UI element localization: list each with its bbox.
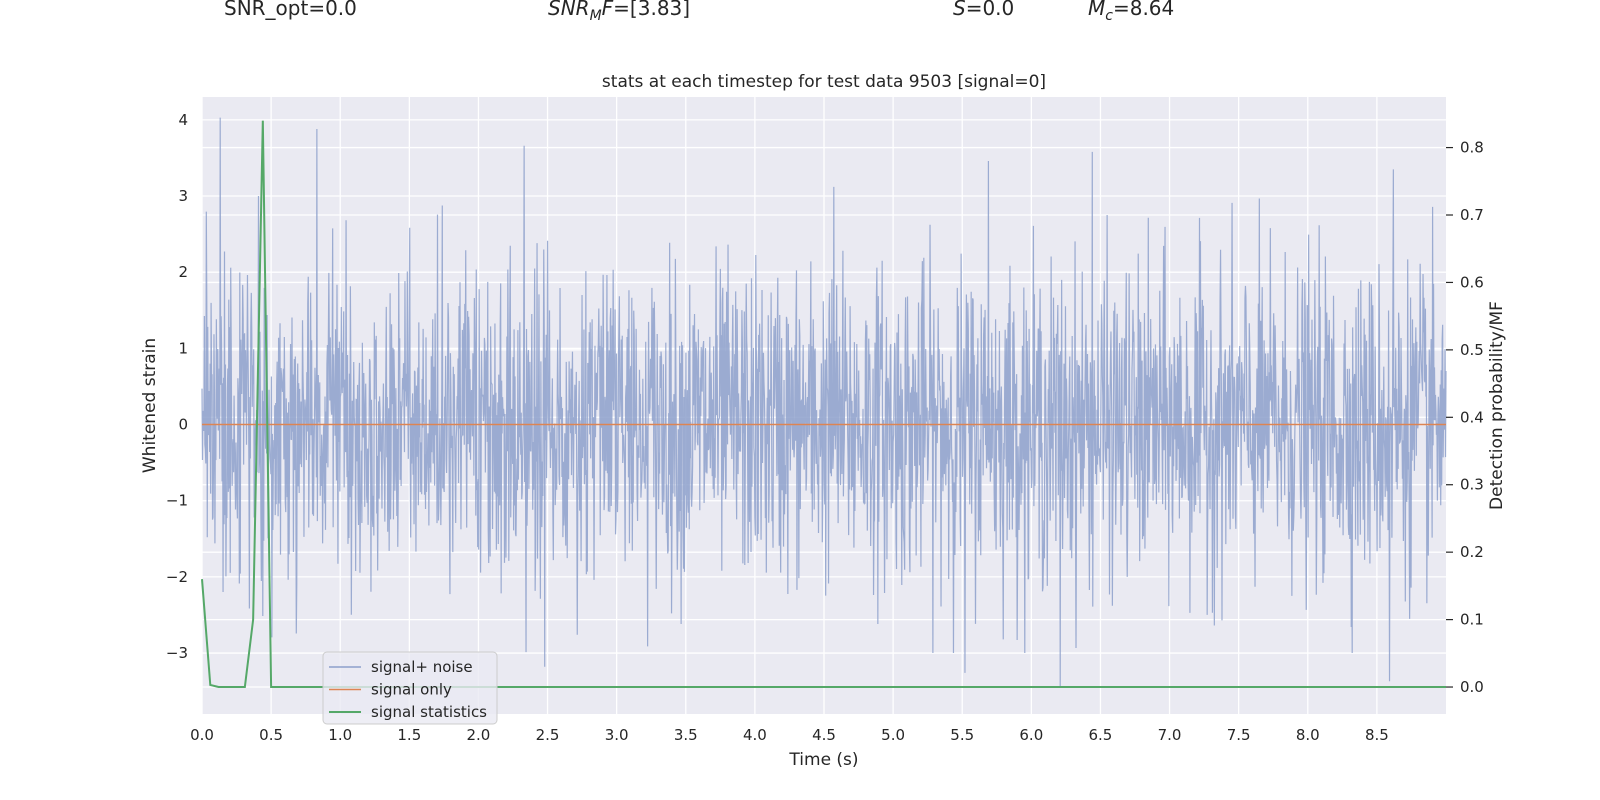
snr-mf-label: SNRMF=[3.83] [548,0,691,24]
signal-statistics-line [201,120,1446,689]
y-right-tick-label: 0.5 [1460,341,1484,359]
x-tick-label: 3.5 [674,726,698,744]
y-tick-label: −1 [166,492,188,510]
s-label: S=0.0 [953,0,1015,20]
signal-noise-line [201,117,1447,688]
x-tick-label: 5.5 [950,726,974,744]
y-tick-label: −2 [166,568,188,586]
y-tick-label: 3 [178,187,188,205]
y-right-tick-label: 0.8 [1460,139,1484,157]
y-right-tick-label: 0.0 [1460,678,1484,696]
x-tick-label: 8.0 [1296,726,1320,744]
x-tick-label: 4.0 [743,726,767,744]
x-tick-label: 6.0 [1019,726,1043,744]
x-tick-label: 3.0 [605,726,629,744]
y-tick-label: −3 [166,644,188,662]
y-tick-label: 4 [178,111,188,129]
x-axis-label: Time (s) [788,750,858,770]
y-right-tick-label: 0.2 [1460,543,1484,561]
x-tick-label: 0.0 [190,726,214,744]
y-right-tick-label: 0.7 [1460,206,1484,224]
y-right-tick-label: 0.3 [1460,476,1484,494]
x-tick-label: 6.5 [1089,726,1113,744]
y-tick-label: 0 [178,416,188,434]
y-tick-label: 2 [178,263,188,281]
x-axis-ticks: 0.0 0.5 1.0 1.5 2.0 2.5 3.0 3.5 4.0 4.5 5.0 5.5 6.0 6… [190,726,1389,744]
series-signal-noise [201,117,1447,688]
x-tick-label: 8.5 [1365,726,1389,744]
y-axis-right-ticks: 0.8 0.7 0.6 0.5 0.4 0.3 0.2 0.1 0.0 [1446,139,1484,696]
legend-entry-label: signal+ noise [371,658,473,676]
x-tick-label: 4.5 [812,726,836,744]
series-signal-statistics [201,120,1446,689]
y-right-tick-label: 0.6 [1460,273,1484,291]
snr-opt-label: SNR_opt=0.0 [224,0,357,20]
x-tick-label: 1.0 [328,726,352,744]
y-tick-label: 1 [178,339,188,357]
x-tick-label: 2.0 [467,726,491,744]
y-right-tick-label: 0.1 [1460,611,1484,629]
legend: signal+ noise signal only signal statistic… [322,651,498,725]
x-tick-label: 5.0 [881,726,905,744]
y-axis-right-label: Detection probability/MF [1487,301,1507,510]
y-axis-label: Whitened strain [140,338,160,473]
x-tick-label: 0.5 [259,726,283,744]
legend-entry-label: signal statistics [371,703,487,721]
chart-title: stats at each timestep for test data 950… [602,72,1046,92]
x-tick-label: 7.5 [1227,726,1251,744]
x-tick-label: 7.0 [1158,726,1182,744]
y-axis-ticks: 4 3 2 1 0 −1 −2 −3 [166,111,188,662]
legend-entry-label: signal only [371,681,452,699]
y-right-tick-label: 0.4 [1460,408,1484,426]
legend-box [322,651,498,725]
x-tick-label: 2.5 [536,726,560,744]
mc-label: Mc=8.64 [1088,0,1175,24]
x-tick-label: 1.5 [397,726,421,744]
